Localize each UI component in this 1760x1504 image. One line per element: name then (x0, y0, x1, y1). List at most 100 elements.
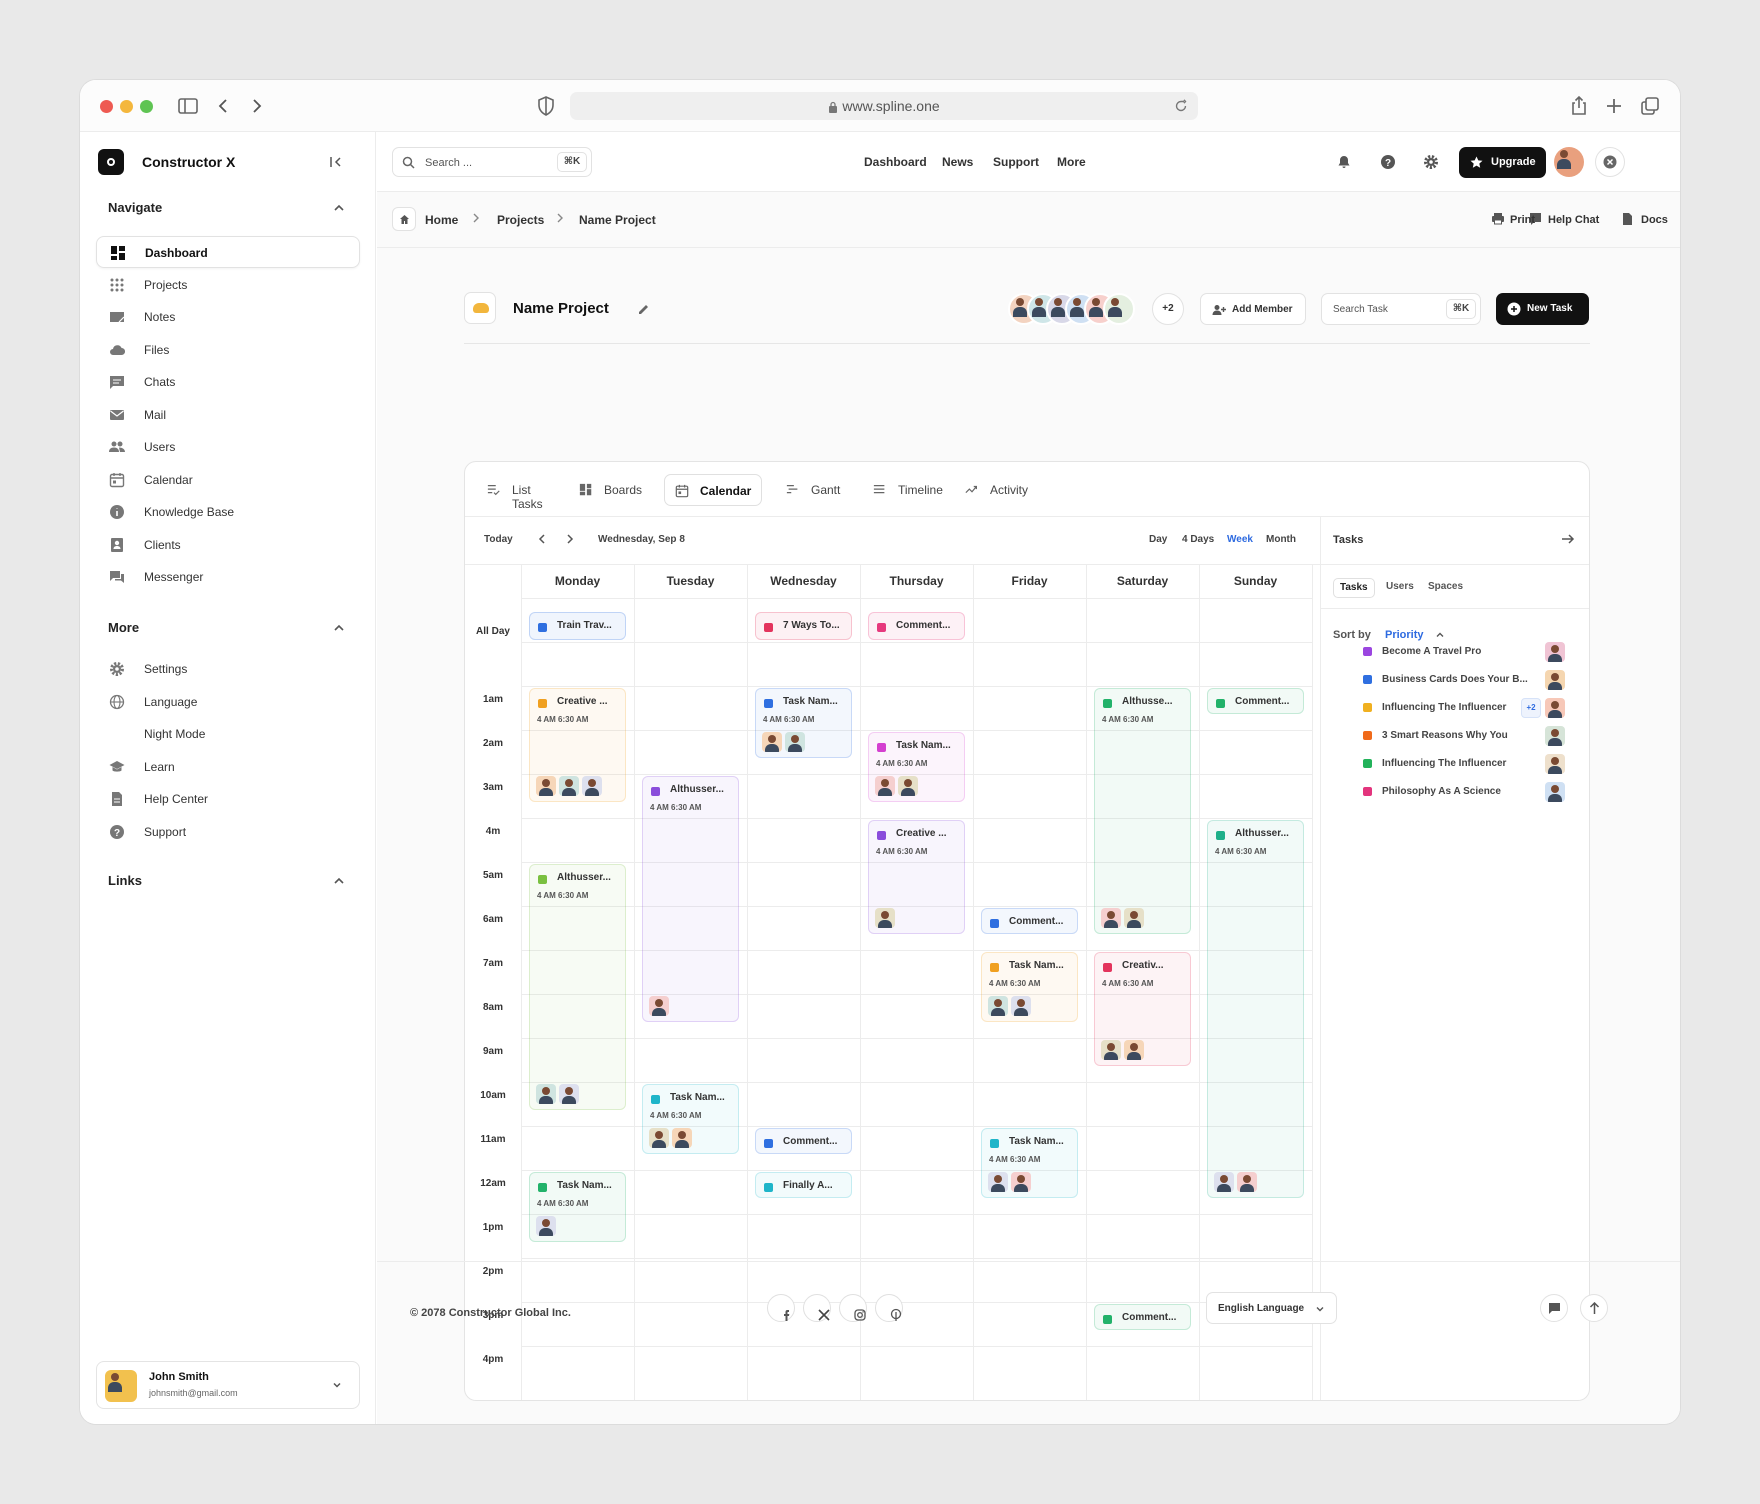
language-select[interactable]: English Language (1206, 1292, 1337, 1324)
assignee-avatar[interactable] (559, 776, 579, 797)
prev-week-icon[interactable] (537, 533, 547, 545)
search-task-input[interactable]: Search Task ⌘K (1321, 293, 1481, 325)
header-nav-more[interactable]: More (1057, 155, 1086, 169)
assignee-avatar[interactable] (875, 776, 895, 797)
tab-list-tasks[interactable]: List Tasks (477, 474, 561, 511)
assignee-avatar[interactable] (1124, 1040, 1144, 1061)
assignee-avatar[interactable] (875, 908, 895, 929)
reload-icon[interactable] (1174, 99, 1188, 113)
sidebar-item-clients[interactable]: Clients (96, 529, 360, 561)
calendar-event[interactable]: Althusser... 4 AM 6:30 AM (1207, 820, 1304, 1199)
panel-tab-users[interactable]: Users (1386, 581, 1414, 592)
sidebar-item-files[interactable]: Files (96, 334, 360, 366)
assignee-avatar[interactable] (1101, 908, 1121, 929)
x-link[interactable] (803, 1294, 831, 1322)
sort-priority-dropdown[interactable]: Priority (1385, 629, 1424, 641)
print-link[interactable]: Print (1510, 214, 1536, 226)
sidebar-item-learn[interactable]: Learn (96, 751, 360, 783)
assignee-avatar[interactable] (988, 1172, 1008, 1193)
today-button[interactable]: Today (484, 534, 513, 545)
back-arrow-icon[interactable] (212, 94, 236, 118)
header-nav-support[interactable]: Support (993, 155, 1039, 169)
home-button[interactable] (392, 207, 416, 231)
assignee-avatar[interactable] (536, 1084, 556, 1105)
assignee-avatar[interactable] (762, 732, 782, 753)
range-4-days[interactable]: 4 Days (1182, 534, 1215, 545)
calendar-event[interactable]: Finally A... (755, 1172, 852, 1199)
sidebar-item-users[interactable]: Users (96, 431, 360, 463)
chevron-up-icon[interactable] (332, 201, 346, 215)
new-tab-icon[interactable] (1602, 94, 1626, 118)
tab-boards[interactable]: Boards (569, 474, 655, 506)
task-item[interactable]: 3 Smart Reasons Why You (1355, 726, 1565, 746)
assignee-avatar[interactable] (1214, 1172, 1234, 1193)
tab-timeline[interactable]: Timeline (863, 474, 947, 506)
calendar-event[interactable]: Althusser... 4 AM 6:30 AM (529, 864, 626, 1111)
instagram-link[interactable] (839, 1294, 867, 1322)
sidebar-item-night-mode[interactable]: Night Mode (96, 718, 360, 750)
shield-icon[interactable] (534, 94, 558, 118)
assignee-avatar[interactable] (672, 1128, 692, 1149)
panel-tab-tasks[interactable]: Tasks (1333, 578, 1375, 598)
sidebar-item-mail[interactable]: Mail (96, 399, 360, 431)
assignee-avatar[interactable] (1124, 908, 1144, 929)
tabs-overview-icon[interactable] (1638, 94, 1662, 118)
docs-link[interactable]: Docs (1641, 214, 1668, 226)
calendar-event[interactable]: Comment... (981, 908, 1078, 935)
share-icon[interactable] (1567, 94, 1591, 118)
search-box[interactable]: Search ... ⌘K (392, 147, 592, 177)
upgrade-button[interactable]: Upgrade (1459, 147, 1546, 178)
header-avatar[interactable] (1554, 147, 1584, 177)
pencil-icon[interactable] (637, 302, 651, 316)
forward-arrow-icon[interactable] (244, 94, 268, 118)
assignee-avatar[interactable] (988, 996, 1008, 1017)
calendar-event[interactable]: Task Nam... 4 AM 6:30 AM (981, 952, 1078, 1023)
calendar-event[interactable]: Task Nam... 4 AM 6:30 AM (755, 688, 852, 759)
gear-icon[interactable] (1423, 154, 1439, 170)
calendar-event[interactable]: Task Nam... 4 AM 6:30 AM (642, 1084, 739, 1155)
range-week[interactable]: Week (1227, 534, 1253, 545)
minimize-window-button[interactable] (120, 100, 133, 113)
task-item[interactable]: Influencing The Influencer (1355, 754, 1565, 774)
assignee-avatar[interactable] (1237, 1172, 1257, 1193)
assignee-avatar[interactable] (559, 1084, 579, 1105)
calendar-event[interactable]: Comment... (1094, 1304, 1191, 1331)
calendar-event[interactable]: Creative ... 4 AM 6:30 AM (868, 820, 965, 935)
assignee-avatar[interactable] (582, 776, 602, 797)
sidebar-toggle-icon[interactable] (176, 94, 200, 118)
assignee-avatar[interactable] (649, 1128, 669, 1149)
calendar-event[interactable]: Comment... (1207, 688, 1304, 715)
breadcrumb-home[interactable]: Home (425, 213, 459, 227)
sidebar-item-messenger[interactable]: Messenger (96, 561, 360, 593)
close-window-button[interactable] (100, 100, 113, 113)
pinterest-link[interactable] (875, 1294, 903, 1322)
chevron-up-icon[interactable] (332, 621, 346, 635)
sidebar-item-settings[interactable]: Settings (96, 653, 360, 685)
new-task-button[interactable]: New Task (1496, 293, 1589, 325)
header-nav-dashboard[interactable]: Dashboard (864, 155, 927, 169)
breadcrumb-projects[interactable]: Projects (497, 213, 545, 227)
all-day-event[interactable]: 7 Ways To... (755, 612, 852, 640)
calendar-event[interactable]: Task Nam... 4 AM 6:30 AM (529, 1172, 626, 1243)
task-item[interactable]: Influencing The Influencer +2 (1355, 698, 1565, 718)
chevron-up-icon[interactable] (332, 874, 346, 888)
calendar-event[interactable]: Task Nam... 4 AM 6:30 AM (868, 732, 965, 803)
collapse-sidebar-icon[interactable] (328, 154, 344, 170)
all-day-event[interactable]: Comment... (868, 612, 965, 640)
sidebar-item-dashboard[interactable]: Dashboard (96, 236, 360, 268)
calendar-event[interactable]: Task Nam... 4 AM 6:30 AM (981, 1128, 1078, 1199)
assignee-avatar[interactable] (1011, 1172, 1031, 1193)
assignee-avatar[interactable] (536, 776, 556, 797)
address-bar[interactable]: www.spline.one (570, 92, 1198, 120)
calendar-event[interactable]: Creative ... 4 AM 6:30 AM (529, 688, 626, 803)
assignee-avatar[interactable] (1011, 996, 1031, 1017)
add-member-button[interactable]: Add Member (1200, 293, 1306, 325)
facebook-link[interactable] (767, 1294, 795, 1322)
sidebar-item-support[interactable]: ? Support (96, 816, 360, 848)
member-avatars[interactable] (1008, 293, 1138, 325)
all-day-event[interactable]: Train Trav... (529, 612, 626, 640)
task-item[interactable]: Philosophy As A Science (1355, 782, 1565, 802)
calendar-event[interactable]: Althusser... 4 AM 6:30 AM (642, 776, 739, 1023)
tab-activity[interactable]: Activity (955, 474, 1035, 506)
calendar-event[interactable]: Creativ... 4 AM 6:30 AM (1094, 952, 1191, 1067)
